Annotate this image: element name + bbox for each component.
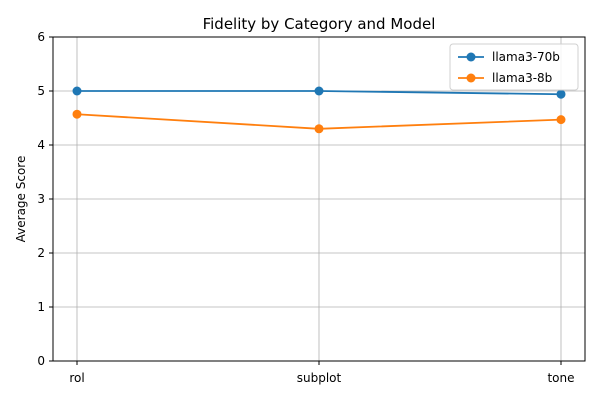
legend: llama3-70b llama3-8b [449, 43, 579, 91]
x-tick-label: subplot [297, 371, 342, 385]
y-tick-label: 6 [37, 30, 45, 44]
y-tick-label: 3 [37, 192, 45, 206]
chart-title: Fidelity by Category and Model [203, 15, 436, 33]
data-point-llama3-70b [556, 89, 566, 99]
y-tick-label: 0 [37, 354, 45, 368]
y-axis: 0 1 2 3 4 5 6 [37, 30, 53, 368]
x-tick-label: rol [69, 371, 84, 385]
y-tick-label: 5 [37, 84, 45, 98]
x-axis: rol subplot tone [69, 361, 575, 385]
data-point-llama3-70b [72, 86, 82, 96]
legend-label: llama3-70b [492, 50, 560, 64]
data-series [72, 86, 566, 134]
y-axis-title: Average Score [14, 156, 28, 243]
y-tick-label: 2 [37, 246, 45, 260]
x-tick-label: tone [547, 371, 574, 385]
legend-swatch-marker [466, 52, 476, 62]
data-point-llama3-8b [314, 124, 324, 134]
y-tick-label: 1 [37, 300, 45, 314]
legend-label: llama3-8b [492, 71, 552, 85]
data-point-llama3-8b [556, 115, 566, 125]
data-point-llama3-8b [72, 109, 82, 119]
y-tick-label: 4 [37, 138, 45, 152]
legend-swatch-marker [466, 73, 476, 83]
data-point-llama3-70b [314, 86, 324, 96]
